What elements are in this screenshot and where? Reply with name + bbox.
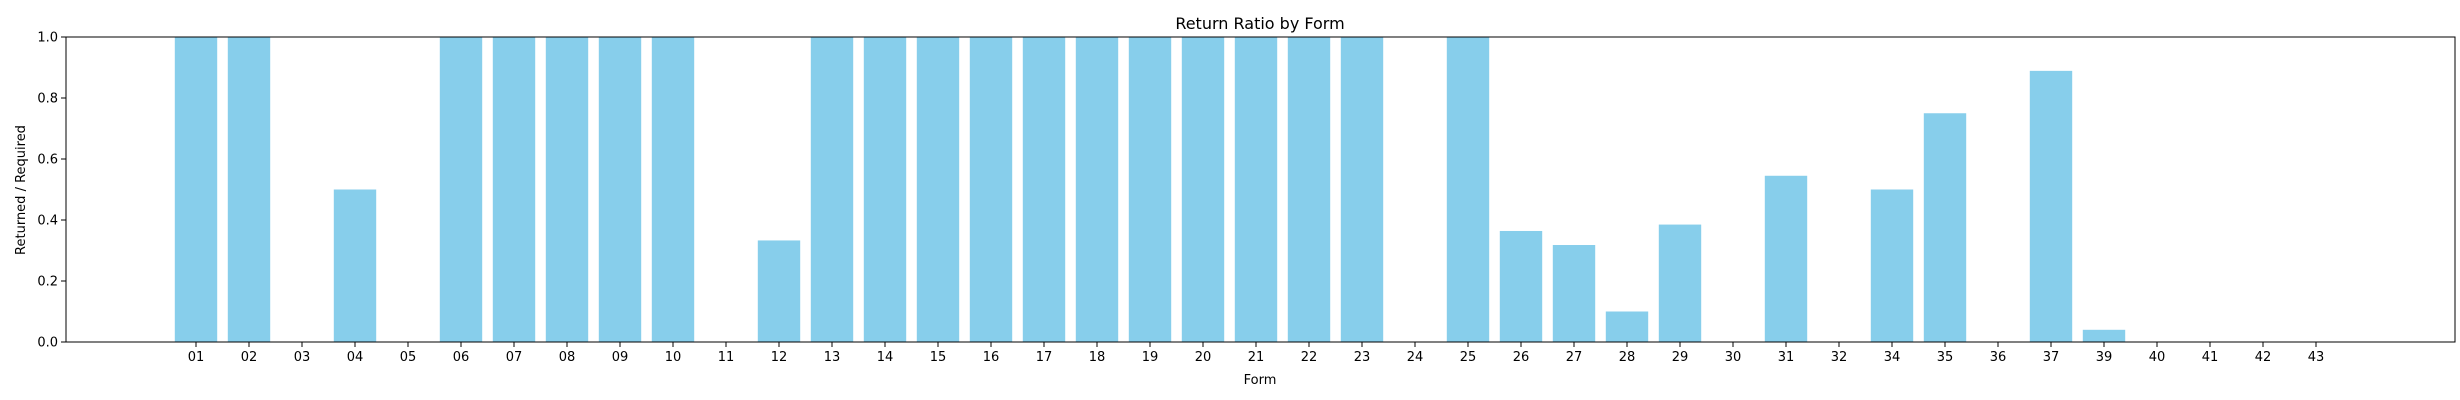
x-tick-label-41: 41 — [2202, 350, 2219, 365]
bar-25 — [1446, 37, 1490, 342]
x-tick-label-06: 06 — [453, 350, 470, 365]
x-tick-label-24: 24 — [1407, 350, 1424, 365]
bar-31 — [1764, 175, 1808, 342]
bar-35 — [1923, 113, 1967, 342]
bar-29 — [1658, 224, 1702, 342]
x-tick-label-36: 36 — [1990, 350, 2007, 365]
x-tick-label-01: 01 — [188, 350, 205, 365]
plot-frame — [65, 36, 2456, 343]
bar-02 — [227, 37, 271, 342]
y-tick-label-3: 0.6 — [37, 153, 58, 168]
x-tick-label-08: 08 — [559, 350, 576, 365]
bar-19 — [1128, 37, 1172, 342]
x-tick-label-05: 05 — [400, 350, 417, 365]
bar-34 — [1870, 189, 1914, 342]
bar-39 — [2082, 329, 2126, 342]
bar-07 — [492, 37, 536, 342]
x-tick-label-27: 27 — [1566, 350, 1583, 365]
bar-18 — [1075, 37, 1119, 342]
bar-01 — [174, 37, 218, 342]
y-tick-label-2: 0.4 — [37, 214, 58, 229]
x-tick-label-04: 04 — [347, 350, 364, 365]
y-tick-label-0: 0.0 — [37, 336, 58, 351]
bar-20 — [1181, 37, 1225, 342]
x-tick-label-13: 13 — [824, 350, 841, 365]
bar-06 — [439, 37, 483, 342]
x-tick-label-42: 42 — [2255, 350, 2272, 365]
x-tick-label-14: 14 — [877, 350, 894, 365]
x-tick-label-32: 32 — [1831, 350, 1848, 365]
x-tick-label-29: 29 — [1672, 350, 1689, 365]
x-tick-label-22: 22 — [1301, 350, 1318, 365]
x-axis-label: Form — [1244, 373, 1277, 388]
bar-28 — [1605, 311, 1649, 342]
y-tick-label-5: 1.0 — [37, 31, 58, 46]
x-tick-label-34: 34 — [1884, 350, 1901, 365]
bar-22 — [1287, 37, 1331, 342]
x-tick-label-39: 39 — [2096, 350, 2113, 365]
bar-21 — [1234, 37, 1278, 342]
x-tick-label-11: 11 — [718, 350, 735, 365]
x-tick-label-16: 16 — [983, 350, 1000, 365]
bar-09 — [598, 37, 642, 342]
bar-16 — [969, 37, 1013, 342]
x-tick-label-07: 07 — [506, 350, 523, 365]
x-tick-label-30: 30 — [1725, 350, 1742, 365]
y-axis: 0.0 0.2 0.4 0.6 0.8 1.0 — [37, 31, 66, 351]
y-tick-label-4: 0.8 — [37, 92, 58, 107]
x-tick-label-15: 15 — [930, 350, 947, 365]
x-tick-label-37: 37 — [2043, 350, 2060, 365]
x-tick-label-20: 20 — [1195, 350, 1212, 365]
bar-12 — [757, 240, 801, 342]
bar-23 — [1340, 37, 1384, 342]
x-tick-label-12: 12 — [771, 350, 788, 365]
bar-04 — [333, 189, 377, 342]
x-tick-label-18: 18 — [1089, 350, 1106, 365]
x-tick-label-28: 28 — [1619, 350, 1636, 365]
x-tick-label-21: 21 — [1248, 350, 1265, 365]
x-tick-label-35: 35 — [1937, 350, 1954, 365]
x-tick-label-31: 31 — [1778, 350, 1795, 365]
x-tick-label-10: 10 — [665, 350, 682, 365]
bar-08 — [545, 37, 589, 342]
y-axis-label: Returned / Required — [14, 125, 29, 255]
x-axis: 01 02 03 04 05 06 07 08 09 10 11 12 13 14 15 16 17 18 19 20… — [188, 342, 2325, 365]
bar-13 — [810, 37, 854, 342]
x-tick-label-02: 02 — [241, 350, 258, 365]
x-tick-label-25: 25 — [1460, 350, 1477, 365]
chart-title: Return Ratio by Form — [1175, 14, 1344, 33]
bar-17 — [1022, 37, 1066, 342]
x-tick-label-09: 09 — [612, 350, 629, 365]
bar-14 — [863, 37, 907, 342]
x-tick-label-17: 17 — [1036, 350, 1053, 365]
y-tick-label-1: 0.2 — [37, 275, 58, 290]
bar-37 — [2029, 70, 2073, 343]
x-tick-label-19: 19 — [1142, 350, 1159, 365]
x-tick-label-40: 40 — [2149, 350, 2166, 365]
bar-27 — [1552, 245, 1596, 342]
x-tick-label-23: 23 — [1354, 350, 1371, 365]
bar-15 — [916, 37, 960, 342]
bar-10 — [651, 37, 695, 342]
x-tick-label-43: 43 — [2308, 350, 2325, 365]
bar-26 — [1499, 230, 1543, 342]
x-tick-label-26: 26 — [1513, 350, 1530, 365]
x-tick-label-03: 03 — [294, 350, 311, 365]
bars-group — [174, 37, 2126, 343]
